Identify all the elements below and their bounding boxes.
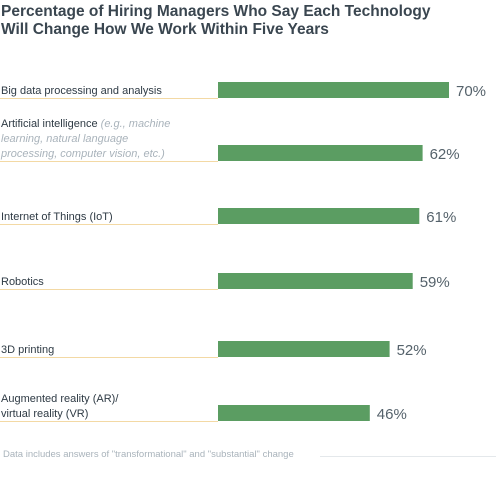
value-label-1: 62%: [430, 146, 460, 163]
value-label-5: 46%: [377, 406, 407, 423]
category-label-5-line-0: Augmented reality (AR)/: [1, 393, 119, 405]
bar-1: [218, 145, 423, 161]
category-label-5-line-1: virtual reality (VR): [1, 408, 88, 420]
category-label-1-line-1: learning, natural language: [1, 133, 128, 145]
category-label-1-line-2: processing, computer vision, etc.): [0, 148, 165, 160]
bar-0: [218, 82, 449, 98]
footnote-rule: [320, 456, 496, 457]
category-label-0-line-0: Big data processing and analysis: [1, 85, 162, 97]
chart-title: Percentage of Hiring Managers Who Say Ea…: [1, 3, 491, 39]
value-label-2: 61%: [426, 209, 456, 226]
bar-5: [218, 405, 370, 421]
chart-title-line-1: Percentage of Hiring Managers Who Say Ea…: [1, 3, 431, 20]
chart-footnote: Data includes answers of "transformation…: [3, 449, 294, 460]
bar-4: [218, 341, 390, 357]
category-label-1-line-0: Artificial intelligence (e.g., machine: [1, 118, 170, 130]
category-label-3-line-0: Robotics: [1, 276, 44, 288]
value-label-3: 59%: [420, 274, 450, 291]
value-label-0: 70%: [456, 83, 486, 100]
category-label-2-line-0: Internet of Things (IoT): [1, 211, 113, 223]
chart-title-line-2: Will Change How We Work Within Five Year…: [1, 21, 329, 38]
bar-3: [218, 273, 413, 289]
value-label-4: 52%: [397, 342, 427, 359]
bar-2: [218, 208, 420, 224]
category-label-4-line-0: 3D printing: [1, 344, 54, 356]
